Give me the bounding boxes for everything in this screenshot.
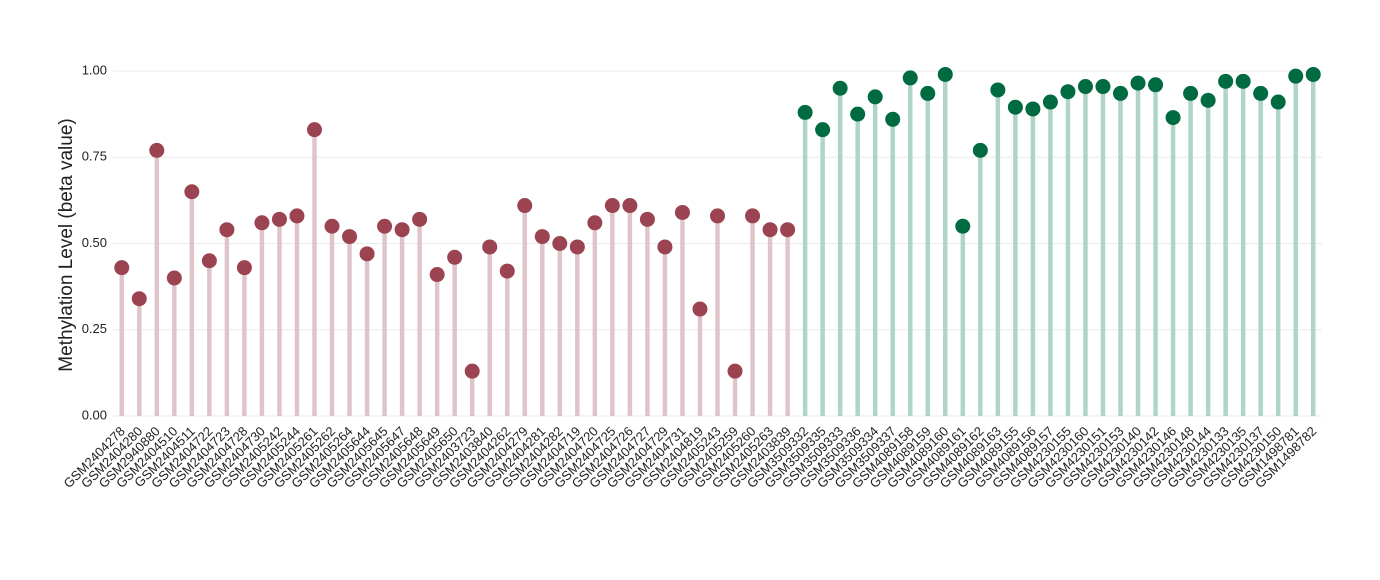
- dot: [622, 198, 638, 214]
- dot: [780, 222, 796, 238]
- dot: [114, 260, 130, 276]
- dot: [429, 267, 445, 283]
- dot: [1165, 110, 1181, 126]
- dot: [236, 260, 252, 276]
- dot: [254, 215, 270, 231]
- dot: [517, 198, 533, 214]
- dot: [394, 222, 410, 238]
- dot: [1288, 68, 1304, 84]
- dot: [885, 111, 901, 127]
- dot: [797, 104, 813, 120]
- dot: [1007, 99, 1023, 115]
- dot: [1235, 73, 1251, 89]
- dot: [1270, 94, 1286, 110]
- dot: [271, 211, 287, 227]
- dot: [657, 239, 673, 255]
- dot: [727, 363, 743, 379]
- dot: [131, 291, 147, 307]
- y-tick-label: 0.75: [82, 149, 107, 164]
- dot: [832, 80, 848, 96]
- dot: [464, 363, 480, 379]
- dot: [1305, 66, 1321, 82]
- dot: [1130, 75, 1146, 91]
- dot: [1095, 79, 1111, 95]
- dot: [307, 122, 322, 138]
- dot: [674, 204, 690, 220]
- dot: [639, 211, 655, 227]
- dot: [1183, 85, 1199, 101]
- dot: [762, 222, 778, 238]
- dot: [377, 218, 393, 234]
- y-tick-label: 0.00: [82, 407, 107, 422]
- dot: [447, 249, 463, 265]
- dot: [1113, 85, 1128, 101]
- y-tick-label: 1.00: [82, 62, 107, 77]
- dot: [604, 198, 620, 214]
- dot: [289, 208, 305, 224]
- dot: [990, 82, 1006, 98]
- dot: [324, 218, 340, 234]
- dot: [1253, 85, 1269, 101]
- dot: [587, 215, 603, 231]
- dot: [359, 246, 375, 262]
- dot: [219, 222, 235, 238]
- dot: [184, 184, 200, 200]
- dot: [920, 85, 936, 101]
- dot: [1077, 79, 1093, 95]
- dot: [1200, 92, 1216, 108]
- dot: [166, 270, 182, 286]
- dot: [482, 239, 498, 255]
- dot: [850, 106, 866, 122]
- dot: [534, 229, 550, 245]
- dot: [149, 142, 165, 158]
- dot: [867, 89, 883, 105]
- dot: [569, 239, 585, 255]
- dot: [815, 122, 831, 138]
- dot: [1218, 73, 1234, 89]
- dot: [1042, 94, 1058, 110]
- dot: [937, 66, 953, 82]
- dot: [710, 208, 725, 224]
- dot: [201, 253, 217, 269]
- dot: [342, 229, 358, 245]
- dot: [1060, 84, 1076, 100]
- dot: [499, 263, 515, 279]
- y-tick-label: 0.50: [82, 235, 107, 250]
- dot: [745, 208, 761, 224]
- dot: [955, 218, 971, 234]
- dot: [972, 142, 988, 158]
- y-tick-label: 0.25: [82, 321, 107, 336]
- dot: [1148, 77, 1164, 93]
- dot: [412, 211, 428, 227]
- y-axis-title: Methylation Level (beta value): [56, 118, 77, 371]
- dot: [692, 301, 708, 317]
- dot: [1025, 101, 1041, 117]
- dot: [902, 70, 918, 86]
- dot: [552, 236, 568, 251]
